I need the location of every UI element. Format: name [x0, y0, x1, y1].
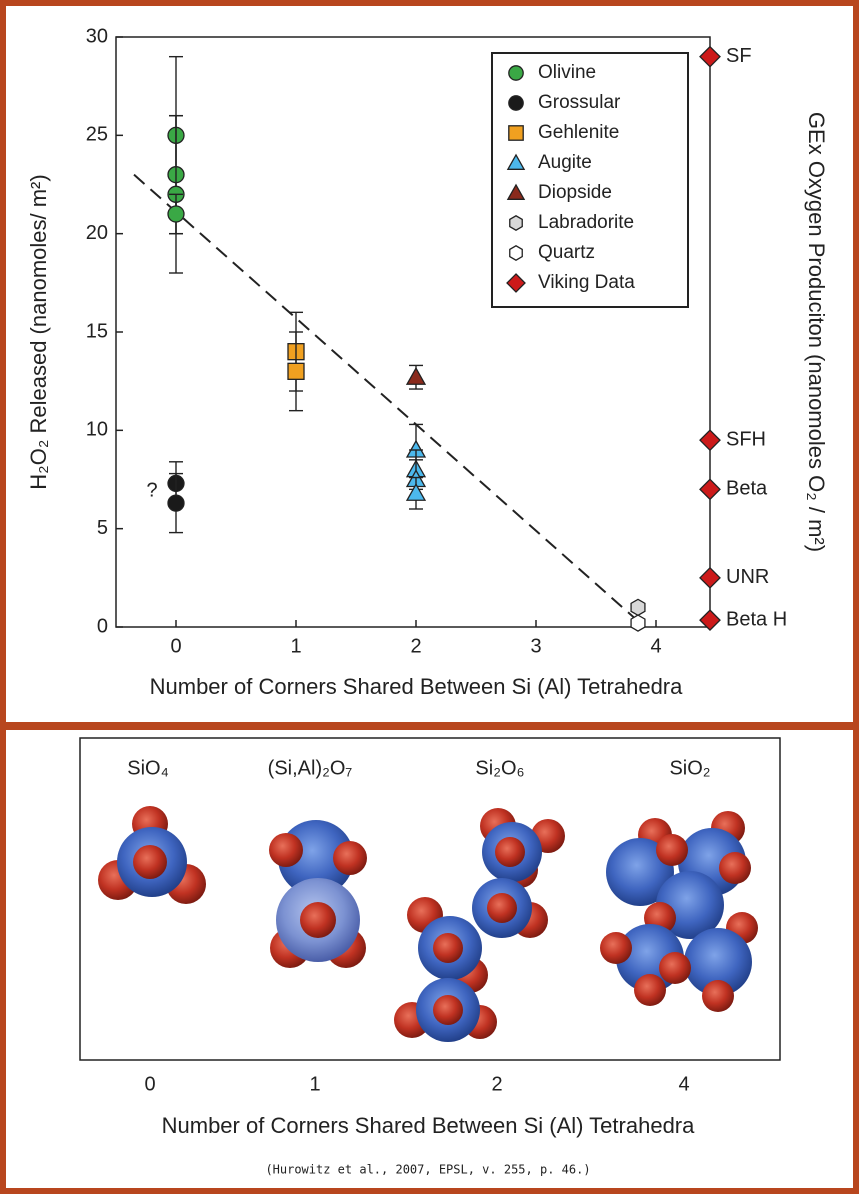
y-tick-label: 20	[86, 222, 108, 244]
viking-point	[700, 47, 720, 67]
point-label: UNR	[726, 566, 769, 588]
x-tick-label: 4	[650, 635, 661, 657]
x-tick-label: 1	[290, 635, 301, 657]
formula: (Si,Al)₂O₇	[268, 757, 353, 779]
molecule-dimer	[269, 820, 367, 968]
diagram-tick: 2	[491, 1073, 502, 1095]
legend: Olivine Grossular Gehlenite Augite Diopside L…	[492, 53, 688, 307]
marker	[288, 363, 304, 379]
molecule-framework	[600, 811, 758, 1012]
formula: SiO₄	[127, 757, 169, 779]
y-tick-label: 15	[86, 320, 108, 342]
molecule-chain	[394, 808, 565, 1042]
y-tick-label: 0	[97, 615, 108, 637]
x-tick-label: 2	[410, 635, 421, 657]
x-tick-label: 3	[530, 635, 541, 657]
x-tick-label: 0	[170, 635, 181, 657]
formula: SiO₂	[669, 757, 710, 779]
legend-marker	[510, 246, 522, 260]
marker	[168, 495, 184, 511]
legend-label: Gehlenite	[538, 122, 619, 143]
y-axis-label: H₂O₂ Released (nanomoles/ m²)	[26, 174, 51, 489]
viking-point	[700, 479, 720, 499]
divider	[0, 722, 859, 730]
marker	[631, 599, 645, 615]
y-tick-label: 10	[86, 419, 108, 441]
legend-label: Viking Data	[538, 272, 635, 293]
legend-marker	[509, 66, 523, 80]
formula: Si₂O₆	[475, 757, 524, 779]
y-tick-label: 30	[86, 25, 108, 47]
x-axis-label: Number of Corners Shared Between Si (Al)…	[150, 674, 684, 699]
marker	[168, 206, 184, 222]
legend-marker	[509, 126, 523, 140]
legend-label: Augite	[538, 152, 592, 173]
point-label: SFH	[726, 428, 766, 450]
citation: (Hurowitz et al., 2007, EPSL, v. 255, p.…	[265, 1163, 590, 1177]
point-label: Beta	[726, 478, 768, 500]
diagram-x-label: Number of Corners Shared Between Si (Al)…	[162, 1113, 696, 1138]
point-label: SF	[726, 45, 752, 67]
legend-label: Diopside	[538, 182, 612, 203]
y-tick-label: 5	[97, 517, 108, 539]
marker	[631, 615, 645, 631]
y2-axis-label: GEx Oxygen Produciton (nanomoles O₂ / m²…	[804, 112, 829, 552]
point-label: Beta H	[726, 608, 787, 630]
marker	[407, 368, 425, 384]
viking-point	[700, 568, 720, 588]
legend-label: Olivine	[538, 62, 596, 83]
molecule-sio4	[98, 806, 206, 904]
legend-marker	[509, 96, 523, 110]
annotation: ?	[146, 480, 157, 502]
viking-point	[700, 430, 720, 450]
legend-label: Quartz	[538, 242, 595, 263]
y-tick-label: 25	[86, 124, 108, 146]
legend-label: Grossular	[538, 92, 621, 113]
diagram-tick: 1	[309, 1073, 320, 1095]
diagram-tick: 0	[144, 1073, 155, 1095]
legend-label: Labradorite	[538, 212, 634, 233]
figure: H₂O₂ Released (nanomoles/ m²) GEx Oxygen…	[0, 0, 859, 1194]
diagram-tick: 4	[678, 1073, 689, 1095]
legend-marker	[510, 216, 522, 230]
